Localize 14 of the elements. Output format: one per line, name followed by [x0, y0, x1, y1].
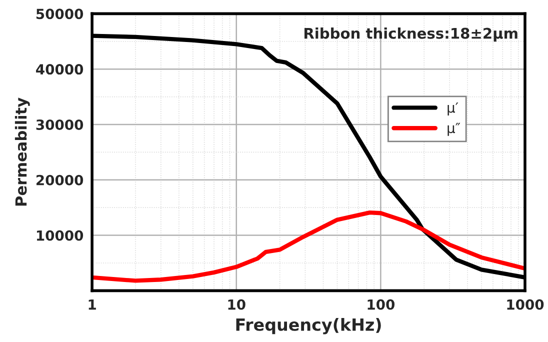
y-tick-label: 40000 — [36, 64, 84, 75]
annotation: Ribbon thickness:18±2μm — [304, 28, 518, 42]
x-tick-label: 100 — [368, 299, 395, 310]
legend-label: μ′ — [448, 102, 458, 116]
x-tick-label: 1000 — [507, 299, 544, 310]
y-tick-label: 20000 — [36, 174, 84, 186]
y-tick-label: 10000 — [36, 230, 84, 241]
x-tick-label: 1 — [88, 299, 96, 310]
x-tick-label: 10 — [228, 299, 246, 310]
y-tick-label: 50000 — [36, 8, 84, 20]
y-axis-title: Permeability — [14, 98, 30, 206]
x-axis-title: Frequency(kHz) — [236, 318, 381, 334]
y-tick-label: 30000 — [36, 119, 84, 130]
legend-label: μ″ — [448, 122, 460, 136]
